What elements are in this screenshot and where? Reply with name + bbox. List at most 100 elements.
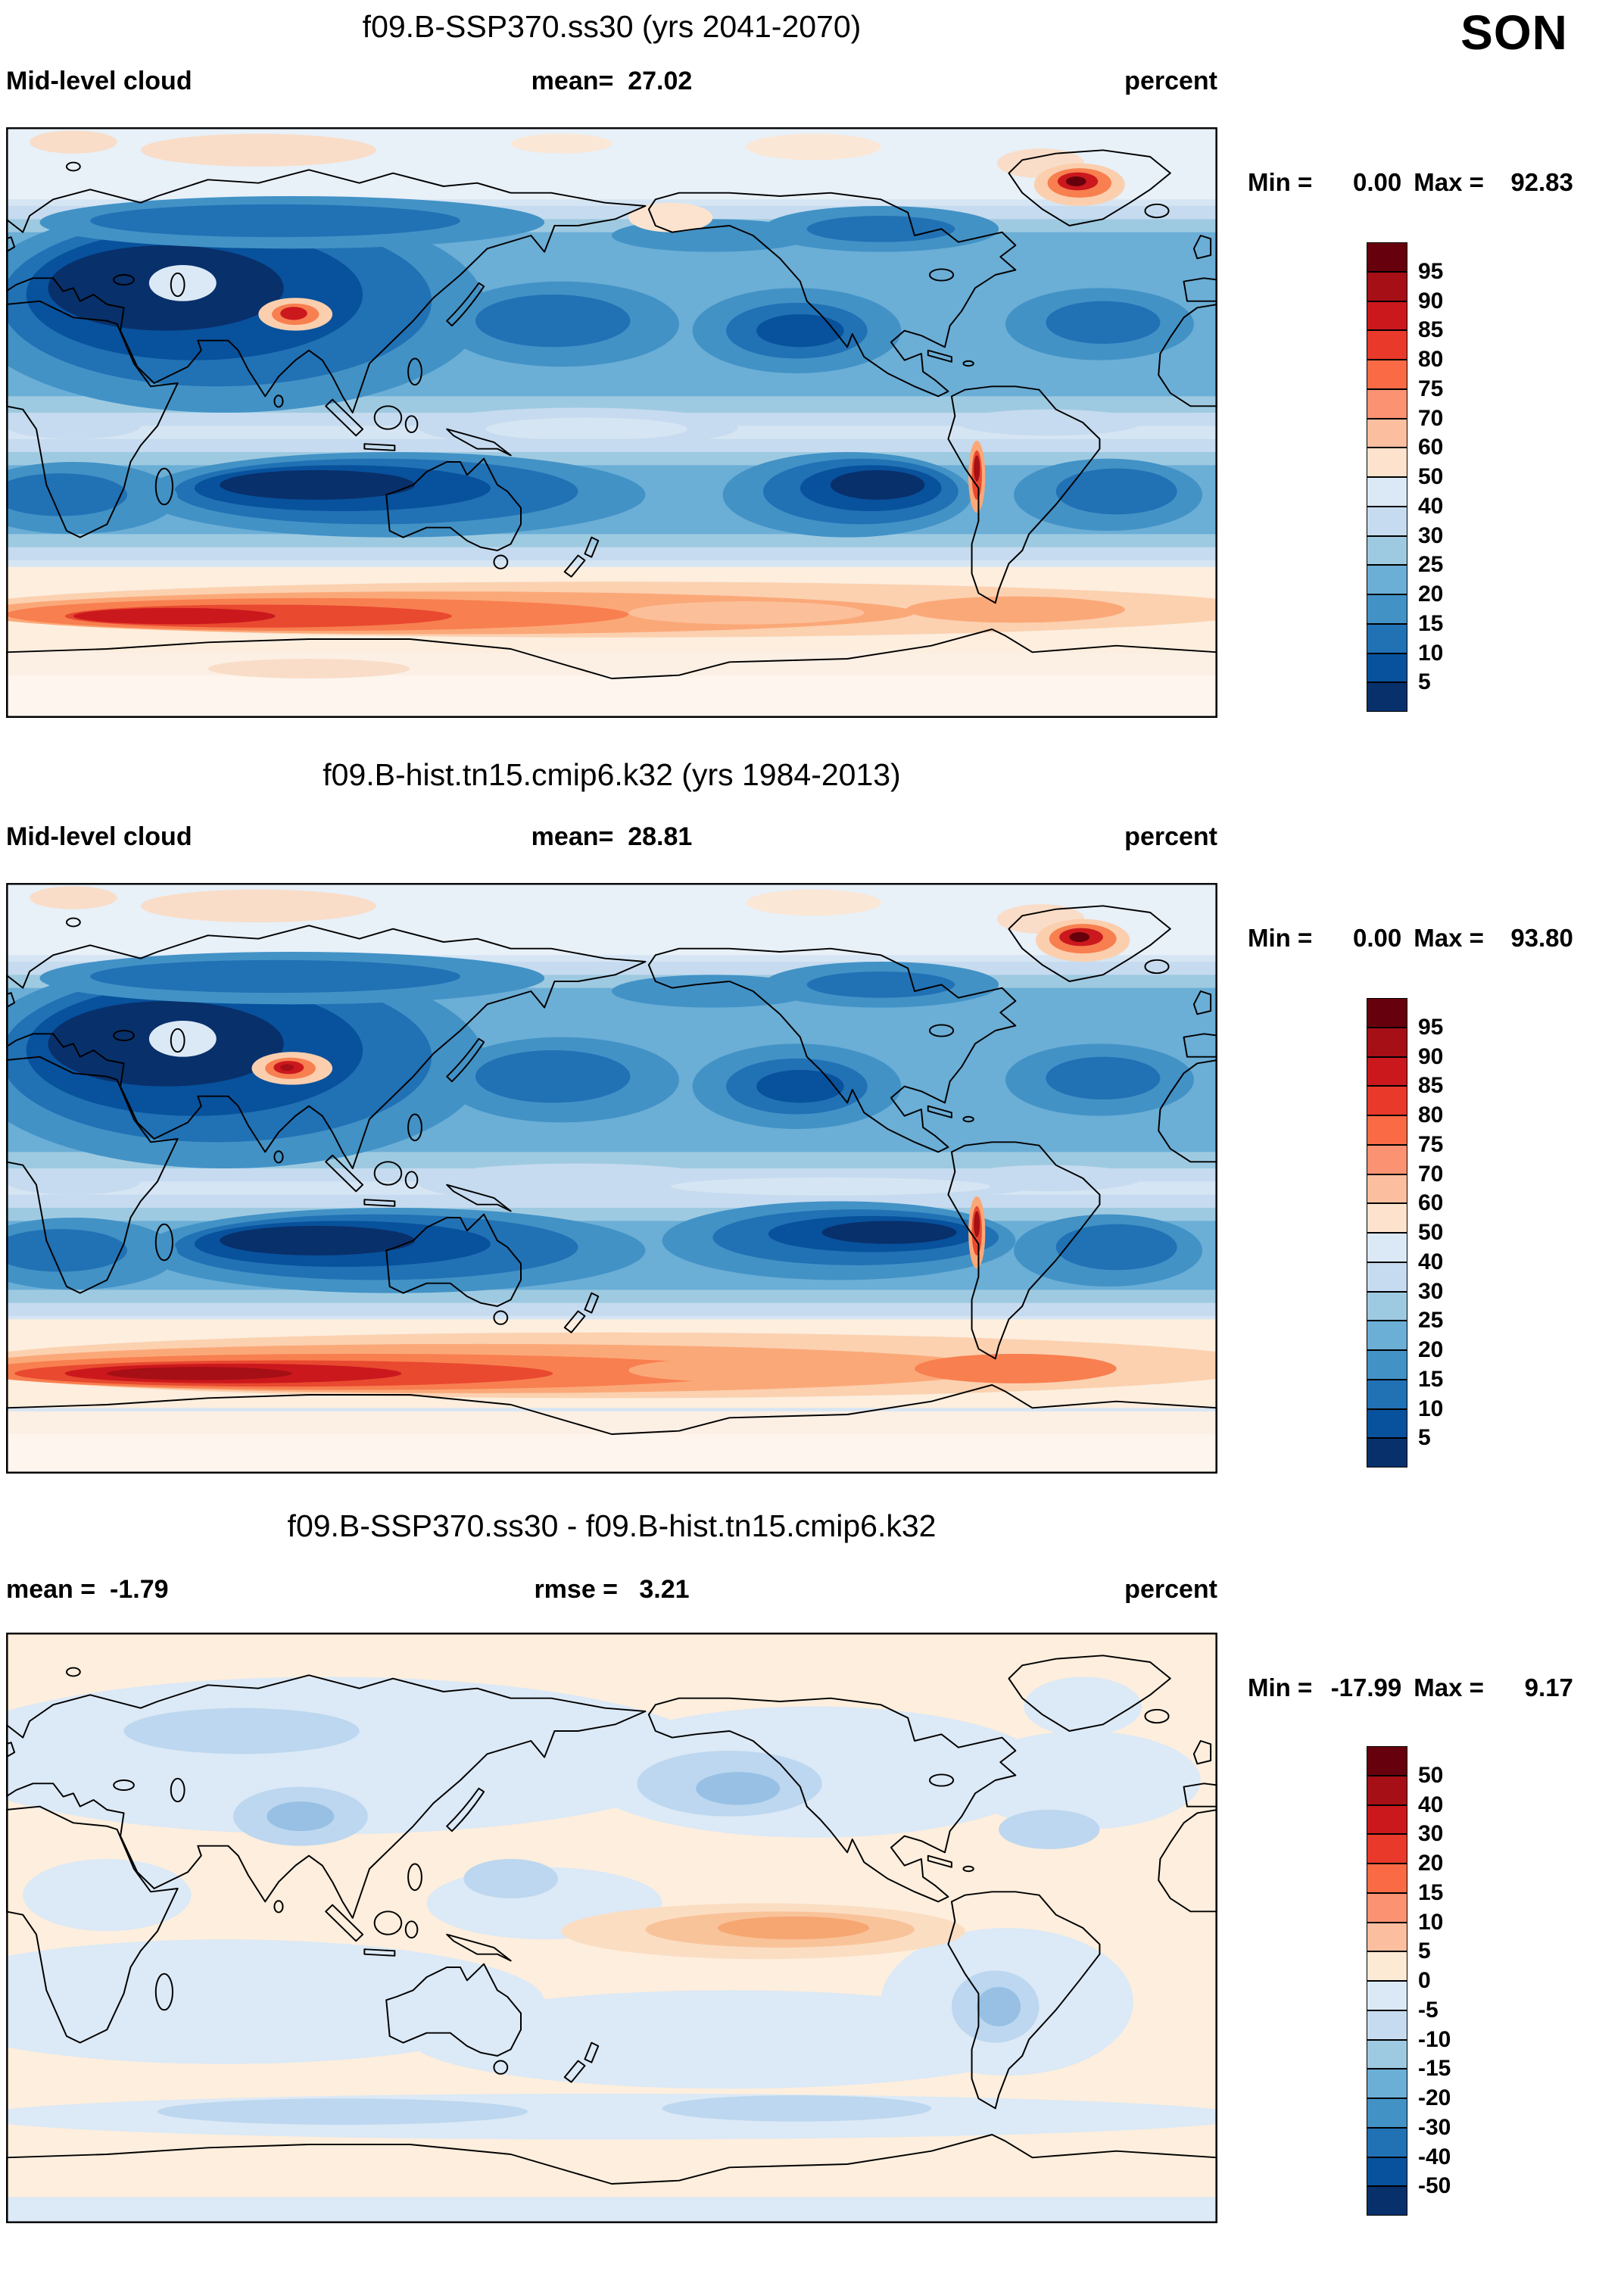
colorbar-tick-label: 80 xyxy=(1418,347,1444,372)
panel-2-units-label: percent xyxy=(1124,822,1217,851)
colorbar-swatch xyxy=(1367,2186,1407,2216)
panel-3-mean-label: mean = -1.79 xyxy=(6,1575,169,1604)
colorbar-swatch xyxy=(1367,1321,1407,1350)
panel-1-units-label: percent xyxy=(1124,67,1217,95)
panel-3-units-label: percent xyxy=(1124,1575,1217,1604)
colorbar-tick-label: 30 xyxy=(1418,1278,1444,1304)
min-value: -17.99 xyxy=(1330,1673,1402,1701)
colorbar-swatch xyxy=(1367,1350,1407,1380)
panel-2-mean-label: mean= 28.81 xyxy=(531,822,693,851)
panel-1-variable-label: Mid-level cloud xyxy=(6,67,192,95)
colorbar-swatch xyxy=(1367,565,1407,594)
colorbar-tick-label: 30 xyxy=(1418,1821,1444,1847)
map-frame xyxy=(6,883,1217,1474)
panel-2-title: f09.B-hist.tn15.cmip6.k32 (yrs 1984-2013… xyxy=(323,757,901,792)
colorbar-swatch xyxy=(1367,1981,1407,2010)
colorbar-swatch xyxy=(1367,1892,1407,1923)
colorbar-swatch xyxy=(1367,682,1407,712)
colorbar-swatch xyxy=(1367,1408,1407,1439)
colorbar-tick-label: 5 xyxy=(1418,1938,1431,1964)
colorbar-swatch xyxy=(1367,2098,1407,2128)
colorbar-swatch xyxy=(1367,1438,1407,1467)
colorbar-swatch xyxy=(1367,1115,1407,1145)
colorbar-tick-label: 25 xyxy=(1418,552,1444,578)
panel-1-subtitle: Mid-level cloud mean= 27.02 percent xyxy=(6,67,1217,100)
colorbar-tick-label: 80 xyxy=(1418,1103,1444,1128)
colorbar-swatch xyxy=(1367,1174,1407,1204)
colorbar-swatch xyxy=(1367,1922,1407,1952)
colorbar-tick-label: 20 xyxy=(1418,582,1444,607)
colorbar-tick-label: 70 xyxy=(1418,1161,1444,1187)
colorbar-swatch xyxy=(1367,535,1407,566)
colorbar-swatch xyxy=(1367,1203,1407,1233)
panel-2-subtitle: Mid-level cloud mean= 28.81 percent xyxy=(6,822,1217,856)
colorbar-tick-label: -40 xyxy=(1418,2144,1451,2169)
colorbar-tick-label: 90 xyxy=(1418,288,1444,313)
panel-1-title: f09.B-SSP370.ss30 (yrs 2041-2070) xyxy=(362,9,862,44)
colorbar-tick-label: 10 xyxy=(1418,1396,1444,1421)
colorbar-tick-label: 0 xyxy=(1418,1968,1431,1993)
colorbar-swatch xyxy=(1367,1086,1407,1115)
colorbar-tick-label: -30 xyxy=(1418,2114,1451,2140)
colorbar-tick-label: 75 xyxy=(1418,1131,1444,1157)
colorbar-swatch xyxy=(1367,1379,1407,1409)
colorbar-swatch xyxy=(1367,330,1407,360)
colorbar-swatch xyxy=(1367,301,1407,331)
colorbar-tick-label: 30 xyxy=(1418,522,1444,548)
colorbar-swatch xyxy=(1367,1233,1407,1262)
colorbar-tick-label: 95 xyxy=(1418,1014,1444,1040)
colorbar-swatch xyxy=(1367,1262,1407,1292)
map-panel-3 xyxy=(6,1633,1217,2223)
colorbar-swatch xyxy=(1367,2069,1407,2098)
min-value: 0.00 xyxy=(1353,168,1402,196)
colorbar-swatch xyxy=(1367,2127,1407,2157)
colorbar-swatch xyxy=(1367,360,1407,389)
colorbar-tick-label: 40 xyxy=(1418,493,1444,519)
panel-2-variable-label: Mid-level cloud xyxy=(6,822,192,851)
colorbar-swatch xyxy=(1367,623,1407,653)
colorbar-tick-label: 90 xyxy=(1418,1043,1444,1069)
colorbar-swatch xyxy=(1367,388,1407,419)
colorbar-tick-label: 15 xyxy=(1418,1366,1444,1392)
contour-field-3 xyxy=(6,1633,1217,2223)
colorbar-swatch xyxy=(1367,1144,1407,1174)
colorbar-panel-3: 50 40 30 20 15 10 5 0 -5 -10 -15 -20 -30 -40 -50 xyxy=(1367,1746,1488,2216)
colorbar-swatch xyxy=(1367,1056,1407,1087)
colorbar-swatch xyxy=(1367,1951,1407,1981)
colorbar-swatch xyxy=(1367,1775,1407,1805)
colorbar-swatch xyxy=(1367,594,1407,624)
colorbar-swatch xyxy=(1367,653,1407,683)
panel-3-rmse-label: rmse = 3.21 xyxy=(534,1575,690,1604)
contour-field-1 xyxy=(6,127,1217,718)
contour-field-2 xyxy=(6,883,1217,1474)
panel-3-minmax: Min = -17.99 Max = 9.17 xyxy=(1248,1673,1620,1702)
min-label: Min = xyxy=(1248,168,1313,196)
colorbar-swatch xyxy=(1367,1804,1407,1835)
panel-3-title: f09.B-SSP370.ss30 - f09.B-hist.tn15.cmip… xyxy=(287,1508,937,1543)
colorbar-swatch xyxy=(1367,477,1407,507)
max-label: Max = xyxy=(1414,168,1484,196)
min-label: Min = xyxy=(1248,1673,1313,1701)
colorbar-tick-label: 75 xyxy=(1418,376,1444,401)
colorbar-swatch xyxy=(1367,1746,1407,1776)
panel-2-minmax: Min = 0.00 Max = 93.80 xyxy=(1248,924,1620,953)
map-panel-2 xyxy=(6,883,1217,1474)
colorbar-tick-label: 25 xyxy=(1418,1308,1444,1333)
max-value: 92.83 xyxy=(1510,168,1573,196)
colorbar-tick-label: -50 xyxy=(1418,2173,1451,2199)
colorbar-tick-label: 40 xyxy=(1418,1792,1444,1817)
map-svg-3 xyxy=(6,1633,1217,2223)
colorbar-swatch xyxy=(1367,1864,1407,1893)
max-value: 93.80 xyxy=(1510,924,1573,952)
colorbar-tick-label: -10 xyxy=(1418,2026,1451,2052)
colorbar-tick-label: 85 xyxy=(1418,1073,1444,1099)
colorbar-swatch xyxy=(1367,1834,1407,1864)
colorbar-tick-label: 50 xyxy=(1418,1762,1444,1788)
max-label: Max = xyxy=(1414,924,1484,952)
panel-1-mean-label: mean= 27.02 xyxy=(531,67,693,95)
colorbar-tick-label: 50 xyxy=(1418,464,1444,489)
map-frame xyxy=(6,1633,1217,2223)
colorbar-tick-label: -15 xyxy=(1418,2056,1451,2082)
map-svg-1 xyxy=(6,127,1217,718)
